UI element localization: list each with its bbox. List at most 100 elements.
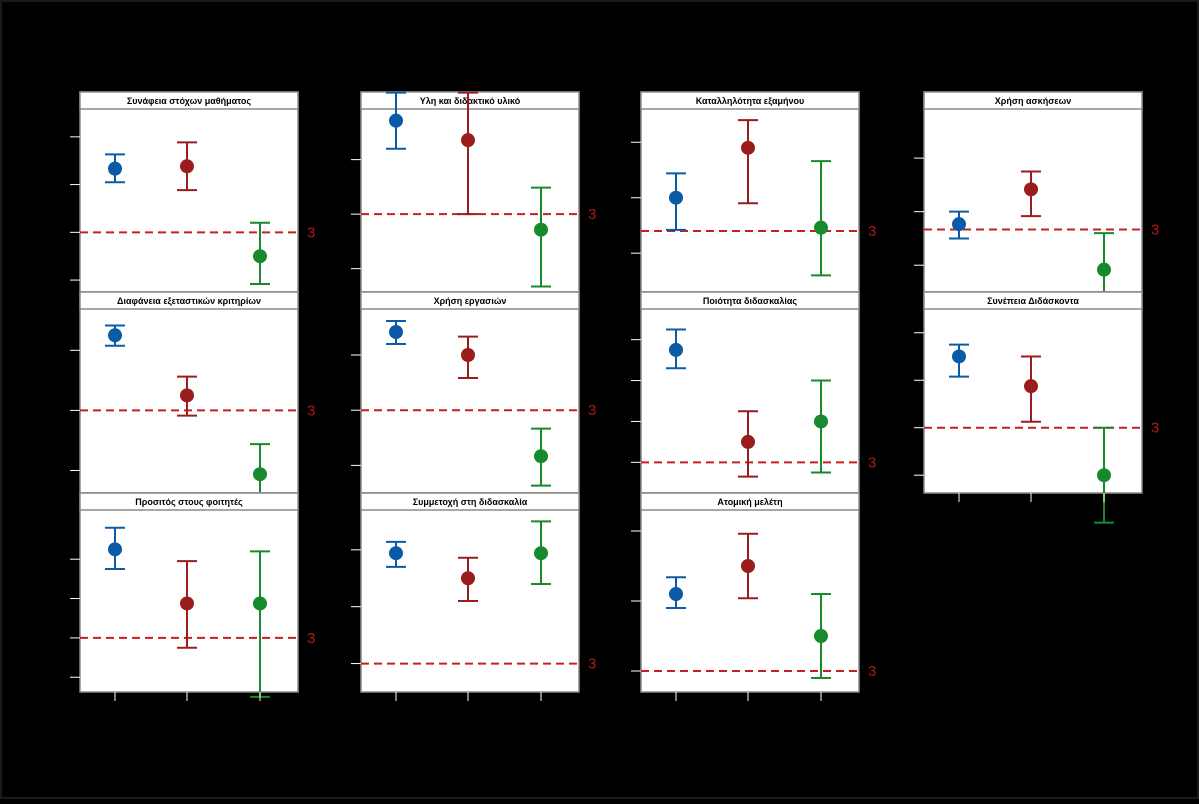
interval-group-2 bbox=[458, 335, 478, 379]
interval-group-2 bbox=[738, 532, 758, 600]
interval-group-1 bbox=[386, 319, 406, 345]
interval-mean-point bbox=[253, 467, 267, 482]
panel-strip bbox=[79, 291, 299, 310]
panel-area bbox=[360, 492, 580, 693]
interval-mean-point bbox=[534, 449, 548, 464]
interval-mean-point bbox=[1024, 379, 1038, 394]
interval-group-2 bbox=[738, 119, 758, 205]
panel-area bbox=[360, 291, 580, 494]
reference-line-label: 3 bbox=[1151, 222, 1159, 239]
interval-group-1 bbox=[386, 540, 406, 568]
panel-strip bbox=[640, 91, 860, 110]
interval-group-2 bbox=[177, 375, 197, 417]
interval-mean-point bbox=[389, 113, 403, 128]
interval-mean-point bbox=[814, 220, 828, 235]
panel-strip bbox=[923, 91, 1143, 110]
panel-title: Ατομική μελέτη bbox=[717, 497, 782, 507]
interval-group-2 bbox=[458, 556, 478, 602]
interval-group-3 bbox=[531, 427, 551, 487]
interval-mean-point bbox=[534, 546, 548, 561]
interval-group-3 bbox=[531, 186, 551, 288]
panel-8: Συνέπεια Διδάσκοντα 3 bbox=[914, 291, 1159, 524]
panel-4: Χρήση ασκήσεων 3 bbox=[914, 91, 1159, 309]
panel-strip bbox=[923, 291, 1143, 310]
interval-group-2 bbox=[1021, 170, 1041, 218]
panel-strip bbox=[640, 492, 860, 511]
interval-mean-point bbox=[108, 161, 122, 176]
panel-title: Συμμετοχή στη διδασκαλία bbox=[413, 497, 528, 507]
panel-strip bbox=[360, 492, 580, 511]
interval-mean-point bbox=[952, 349, 966, 364]
reference-line-label: 3 bbox=[1151, 420, 1159, 437]
interval-mean-point bbox=[180, 388, 194, 403]
interval-mean-point bbox=[1024, 182, 1038, 197]
interval-group-3 bbox=[250, 221, 270, 286]
interval-group-3 bbox=[811, 379, 831, 474]
reference-line-label: 3 bbox=[588, 656, 596, 673]
reference-line-label: 3 bbox=[868, 223, 876, 240]
interval-group-1 bbox=[666, 328, 686, 370]
panel-11: Ατομική μελέτη 3 bbox=[631, 492, 876, 701]
panel-title: Προσιτός στους φοιτητές bbox=[135, 497, 243, 507]
interval-mean-point bbox=[741, 559, 755, 573]
interval-mean-point bbox=[108, 328, 122, 343]
panel-9: Προσιτός στους φοιτητές 3 bbox=[70, 492, 315, 701]
interval-mean-point bbox=[741, 434, 755, 449]
interval-mean-point bbox=[253, 596, 267, 611]
interval-mean-point bbox=[669, 587, 683, 601]
interval-mean-point bbox=[741, 140, 755, 155]
panel-title: Χρήση εργασιών bbox=[434, 296, 507, 306]
interval-group-1 bbox=[105, 324, 125, 347]
interval-group-1 bbox=[105, 153, 125, 184]
reference-line-label: 3 bbox=[588, 402, 596, 419]
reference-line-label: 3 bbox=[868, 454, 876, 471]
interval-mean-point bbox=[669, 190, 683, 205]
interval-group-2 bbox=[458, 91, 478, 216]
panel-5: Διαφάνεια εξεταστικών κριτηρίων 3 bbox=[70, 291, 315, 502]
panel-title: Χρήση ασκήσεων bbox=[995, 96, 1071, 106]
interval-group-3 bbox=[250, 550, 270, 698]
panel-1: Συνάφεια στόχων μαθήματος 3 bbox=[70, 91, 315, 293]
panel-strip bbox=[79, 91, 299, 110]
panel-title: Συνέπεια Διδάσκοντα bbox=[987, 296, 1079, 306]
reference-line-label: 3 bbox=[307, 630, 315, 647]
panel-title: Καταλληλότητα εξαμήνου bbox=[696, 96, 805, 106]
interval-group-1 bbox=[666, 172, 686, 231]
interval-group-2 bbox=[177, 560, 197, 649]
panel-title: Διαφάνεια εξεταστικών κριτηρίων bbox=[117, 296, 261, 306]
panel-strip bbox=[640, 291, 860, 310]
panel-6: Χρήση εργασιών 3 bbox=[351, 291, 596, 494]
interval-group-3 bbox=[811, 160, 831, 277]
interval-group-1 bbox=[666, 576, 686, 609]
interval-mean-point bbox=[389, 325, 403, 339]
interval-mean-point bbox=[814, 414, 828, 429]
interval-group-1 bbox=[949, 210, 969, 240]
panel-3: Καταλληλότητα εξαμήνου 3 bbox=[631, 91, 876, 293]
panel-strip bbox=[79, 492, 299, 511]
reference-line-label: 3 bbox=[588, 206, 596, 223]
interval-mean-point bbox=[1097, 468, 1111, 483]
interval-mean-point bbox=[461, 348, 475, 362]
interval-mean-point bbox=[253, 249, 267, 264]
interval-group-3 bbox=[1094, 426, 1114, 524]
panel-area bbox=[79, 91, 299, 293]
interval-group-1 bbox=[386, 91, 406, 150]
interval-group-2 bbox=[177, 141, 197, 192]
reference-line-label: 3 bbox=[307, 224, 315, 241]
interval-group-1 bbox=[949, 343, 969, 378]
interval-group-2 bbox=[1021, 355, 1041, 423]
interval-group-2 bbox=[738, 410, 758, 478]
interval-mean-point bbox=[814, 629, 828, 643]
panel-2: Υλη και διδακτικό υλικό 3 bbox=[351, 91, 596, 293]
panel-strip bbox=[360, 291, 580, 310]
interval-mean-point bbox=[108, 542, 122, 557]
interval-mean-point bbox=[1097, 262, 1111, 277]
panel-10: Συμμετοχή στη διδασκαλία 3 bbox=[351, 492, 596, 701]
interval-mean-point bbox=[180, 159, 194, 174]
interval-mean-point bbox=[461, 571, 475, 586]
interval-mean-point bbox=[669, 342, 683, 357]
panel-title: Συνάφεια στόχων μαθήματος bbox=[127, 96, 252, 106]
